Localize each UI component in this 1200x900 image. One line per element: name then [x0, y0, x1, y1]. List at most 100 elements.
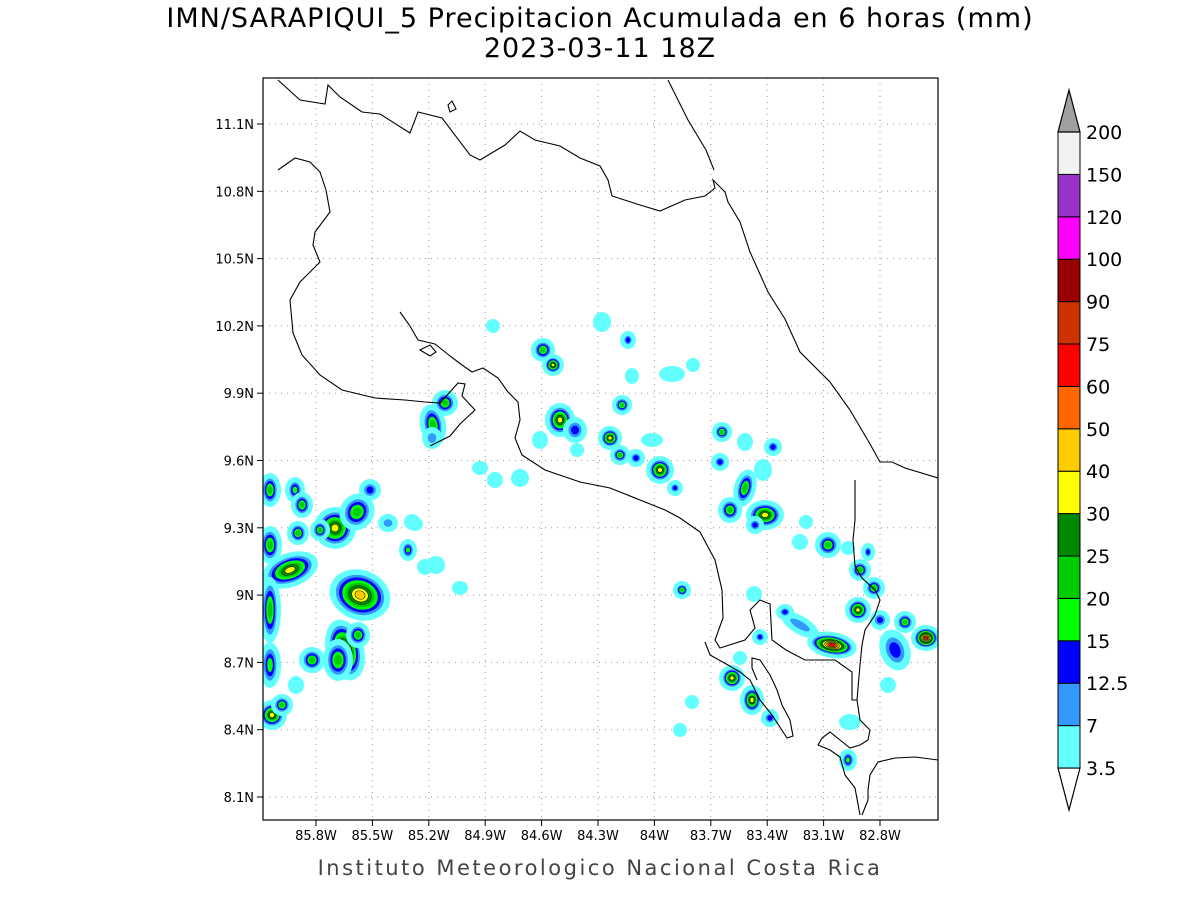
coastline-north [277, 79, 938, 479]
coastline-osa [704, 641, 794, 739]
precip-cell [746, 586, 762, 602]
grid-lines [263, 78, 938, 820]
precip-cell [598, 426, 622, 450]
coastline-gulf-nicoya [399, 311, 857, 701]
colorbar-bottom-arrow [1057, 767, 1081, 813]
precip-cell [329, 569, 391, 621]
precip-cell [299, 647, 325, 673]
colorbar-swatch [1057, 301, 1081, 345]
precip-cell [711, 453, 729, 471]
precip-cell [911, 625, 938, 651]
precip-cell [880, 677, 896, 693]
colorbar-label: 200 [1086, 122, 1122, 144]
precip-cell [754, 459, 772, 481]
colorbar-swatch [1057, 385, 1081, 430]
precip-cell [542, 354, 564, 376]
lat-tick-label: 8.7N [224, 656, 254, 671]
precip-cell [288, 676, 304, 694]
colorbar-swatch [1057, 216, 1081, 260]
precip-cell [570, 443, 584, 457]
colorbar-label: 75 [1086, 334, 1110, 356]
precip-cell [861, 543, 875, 561]
precip-blobs [263, 312, 938, 771]
colorbar-swatch [1057, 470, 1081, 515]
precip-cell [686, 358, 700, 372]
precip-cell [346, 622, 370, 648]
precip-cell [673, 581, 691, 599]
lon-tick-label: 84.9W [464, 829, 506, 844]
precip-cell [839, 749, 857, 771]
lon-tick-label: 84.3W [577, 829, 619, 844]
lat-tick-label: 10.2N [215, 320, 254, 335]
precip-cell [870, 610, 890, 630]
precip-cell [620, 331, 636, 349]
colorbar-swatch [1057, 131, 1081, 175]
colorbar-swatch [1057, 258, 1081, 303]
precip-cell [718, 497, 742, 523]
precip-cell [815, 532, 841, 558]
lon-tick-label: 83.1W [803, 829, 845, 844]
lon-tick-label: 84W [640, 829, 670, 844]
precip-cell [486, 319, 500, 333]
colorbar-label: 3.5 [1086, 758, 1116, 780]
lon-tick-label: 82.8W [859, 829, 901, 844]
colorbar-label: 30 [1086, 504, 1110, 526]
colorbar-label: 50 [1086, 419, 1110, 441]
lat-tick-label: 9N [236, 589, 254, 604]
coastline [277, 79, 938, 816]
colorbar-swatch [1057, 173, 1081, 218]
precip-cell [719, 665, 745, 691]
map-title: IMN/SARAPIQUI_5 Precipitacion Acumulada … [166, 3, 1034, 34]
colorbar-swatch [1057, 343, 1081, 387]
longitude-axis: 85.8W 85.5W 85.2W 84.9W 84.6W 84.3W 84W 83.7W 83… [295, 820, 901, 844]
precip-cell [263, 551, 318, 589]
precip-cell [432, 390, 458, 416]
precip-cell [323, 639, 353, 681]
colorbar: 3.5 7 12.5 15 20 25 30 40 50 60 75 90 100 120 150 200 [1057, 87, 1128, 813]
lat-tick-label: 9.6N [224, 455, 254, 470]
island-small [418, 344, 437, 357]
coastline-west [277, 157, 476, 447]
precip-cell [764, 438, 782, 456]
precip-cell [781, 611, 819, 639]
colorbar-swatch [1057, 555, 1081, 599]
border-panama [852, 480, 881, 701]
colorbar-label: 25 [1086, 546, 1110, 568]
precip-cell [667, 480, 683, 496]
precip-cell [740, 685, 764, 715]
lon-tick-label: 84.6W [521, 829, 563, 844]
colorbar-swatch [1057, 513, 1081, 557]
colorbar-label: 40 [1086, 461, 1110, 483]
precip-cell [291, 492, 313, 518]
precip-cell [685, 695, 699, 709]
coastline-southeast [861, 756, 938, 816]
precip-cell [422, 427, 442, 449]
precip-cell [894, 611, 916, 633]
colorbar-swatch [1057, 597, 1081, 642]
colorbar-swatch [1057, 725, 1081, 769]
precip-cell [407, 517, 423, 531]
precip-cell [263, 473, 281, 507]
lon-tick-label: 85.8W [295, 829, 337, 844]
precip-cell [263, 577, 281, 643]
precip-cell [359, 479, 381, 501]
lon-tick-label: 83.7W [690, 829, 732, 844]
colorbar-swatch [1057, 682, 1081, 727]
lon-tick-label: 83.4W [746, 829, 788, 844]
lat-tick-label: 9.3N [224, 522, 254, 537]
lon-tick-label: 85.5W [351, 829, 393, 844]
precip-cell [807, 631, 857, 659]
coastline-northeast [667, 79, 715, 171]
precip-cell [627, 449, 645, 467]
lat-tick-label: 8.1N [224, 791, 254, 806]
precip-cell [287, 521, 309, 545]
precip-cell [712, 422, 732, 442]
lat-tick-label: 10.8N [215, 185, 254, 200]
precip-cell [752, 629, 768, 645]
precip-cell [746, 516, 764, 534]
precip-cell [310, 519, 330, 541]
precip-cell [776, 604, 794, 620]
precip-cell [271, 694, 293, 716]
map-subtitle-date: 2023-03-11 18Z [483, 33, 717, 64]
